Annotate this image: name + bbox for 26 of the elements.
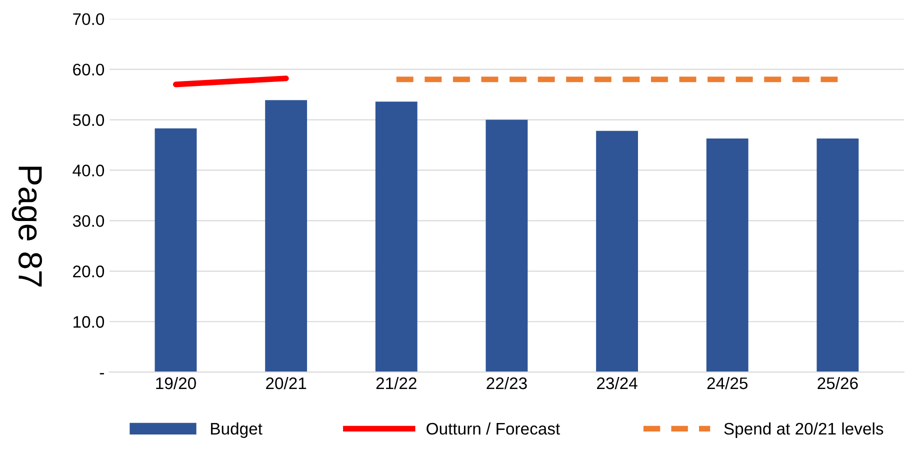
x-tick-label: 19/20 bbox=[156, 376, 196, 390]
bar bbox=[265, 100, 308, 372]
x-tick-label: 20/21 bbox=[266, 376, 306, 390]
bar bbox=[596, 130, 638, 372]
legend-label: Budget bbox=[211, 422, 262, 438]
bar bbox=[375, 102, 418, 372]
y-tick-label: 60.0 bbox=[73, 64, 104, 76]
legend-label: Outturn / Forecast bbox=[426, 422, 560, 435]
bar bbox=[816, 138, 859, 372]
x-tick-label: 21/22 bbox=[376, 376, 416, 390]
y-tick-label: 40.0 bbox=[72, 164, 104, 176]
bar bbox=[154, 128, 197, 372]
x-tick-label: 24/25 bbox=[707, 376, 748, 390]
bar bbox=[486, 120, 528, 372]
y-tick-label: 70.0 bbox=[73, 13, 104, 26]
x-tick-label: 23/24 bbox=[597, 376, 638, 390]
text: Page 87 bbox=[12, 166, 42, 287]
y-tick-label: 20.0 bbox=[73, 266, 104, 278]
bar bbox=[706, 138, 748, 372]
y-tick-label: - bbox=[100, 373, 104, 374]
y-tick-label: 50.0 bbox=[72, 114, 104, 126]
x-tick-label: 25/26 bbox=[818, 376, 858, 390]
x-tick-label: 22/23 bbox=[486, 376, 527, 390]
y-tick-label: 30.0 bbox=[72, 215, 104, 227]
legend-label: Spend at 20/21 levels bbox=[724, 422, 884, 438]
y-tick-label: 10.0 bbox=[74, 316, 104, 328]
